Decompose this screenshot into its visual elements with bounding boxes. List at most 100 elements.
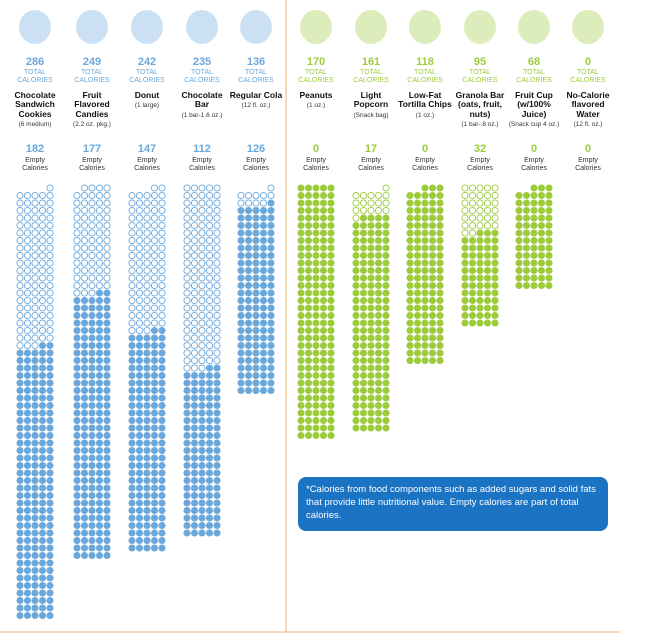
dot-filled [158,341,166,350]
dot-filled [374,214,383,222]
dot-filled [436,199,444,207]
dot-outline [158,259,166,267]
dot-outline [213,296,221,305]
dot-filled [522,221,531,230]
dot-outline [183,341,191,350]
dot-filled [88,341,96,350]
dot-filled [38,484,47,492]
total-label: TOTAL CALORIES [407,69,443,84]
dot-filled [158,394,166,402]
dot-outline [135,221,144,230]
dot-outline [73,206,81,215]
empty-label: Empty Calories [358,157,384,172]
dot-outline [16,259,24,267]
dot-outline [190,289,199,297]
dot-filled [259,259,268,267]
dot-filled [80,349,89,357]
dot-filled [428,334,437,342]
dot-filled [312,341,320,350]
dot-filled [46,499,54,507]
dot-outline [158,229,166,237]
dot-outline [190,191,199,200]
dot-filled [374,371,383,380]
dot-filled [413,206,422,215]
dot-filled [88,529,96,537]
dot-filled [530,274,538,282]
dot-outline [103,206,111,215]
dot-filled [46,551,54,560]
dot-outline [16,236,24,245]
dot-outline [31,296,39,305]
dot-filled [374,244,383,252]
dot-filled [421,206,429,215]
dot-filled [367,401,375,410]
dot-filled [31,394,39,402]
dot-outline [205,259,214,267]
dot-filled [198,379,206,387]
dot-filled [436,304,444,312]
dot-filled [312,289,320,297]
dot-filled [304,191,313,200]
dot-filled [128,334,136,342]
dot-filled [150,371,159,380]
dot-outline [38,296,47,305]
dot-filled [267,319,275,327]
dot-filled [73,356,81,365]
dot-filled [183,484,191,492]
dot-filled [150,364,159,372]
dot-filled [103,521,111,530]
dot-filled [31,454,39,462]
dot-filled [73,326,81,335]
dot-filled [428,289,437,297]
dot-filled [413,259,422,267]
dot-filled [16,379,24,387]
dot-filled [16,446,24,455]
dot-filled [213,491,221,500]
dot-filled [359,349,368,357]
dot-filled [158,379,166,387]
dot-filled [352,386,360,395]
dot-filled [530,259,538,267]
dot-filled [135,454,144,462]
dot-outline [38,326,47,335]
dot-filled [522,274,531,282]
dot-outline [128,266,136,275]
dot-filled [267,229,275,237]
dot-filled [158,521,166,530]
dot-filled [312,251,320,260]
dot-filled [327,214,335,222]
dot-filled [23,409,32,417]
dot-filled [150,341,159,350]
dot-outline [143,229,151,237]
dot-filled [545,191,553,200]
dot-filled [244,386,253,395]
dot-outline [183,296,191,305]
dot-filled [297,206,305,215]
dot-filled [483,311,492,320]
dot-filled [428,341,437,350]
dot-outline [73,229,81,237]
dot-filled [31,476,39,485]
dot-outline [73,236,81,245]
dot-outline [73,281,81,290]
dot-outline [38,319,47,327]
dot-filled [23,364,32,372]
dot-filled [237,259,245,267]
dot-outline [73,244,81,252]
dot-filled [327,296,335,305]
empty-value: 0 [421,143,429,155]
dot-outline [80,244,89,252]
dot-outline [190,266,199,275]
dot-filled [46,371,54,380]
dot-outline [359,191,368,200]
dot-filled [23,544,32,552]
footnote: *Calories from food components such as a… [298,477,608,531]
dot-filled [80,544,89,552]
dot-outline [103,259,111,267]
dot-outline [198,259,206,267]
dot-filled [128,416,136,425]
dot-outline [198,364,206,372]
dot-outline [205,311,214,320]
dot-filled [312,334,320,342]
